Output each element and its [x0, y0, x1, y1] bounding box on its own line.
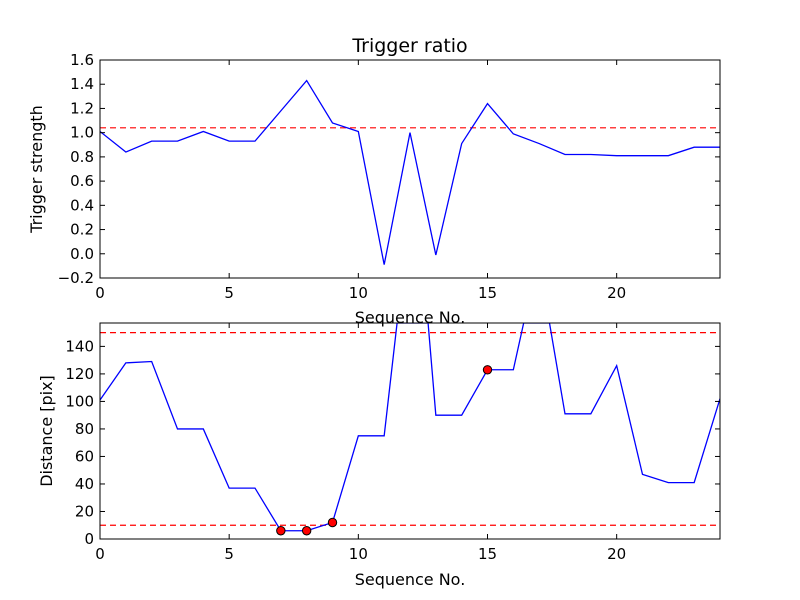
distance-y-label: Distance [pix]	[37, 375, 56, 487]
top-y-tick-label: 1.4	[70, 75, 94, 93]
bottom-x-tick-label: 15	[478, 545, 497, 563]
top-x-tick-label: 0	[95, 284, 105, 302]
trigger-ratio-title: Trigger ratio	[351, 35, 467, 57]
top-axes-frame	[99, 59, 721, 279]
bottom-y-tick-label: 20	[75, 502, 94, 520]
bottom-plot-area	[100, 323, 720, 532]
bottom-x-tick-label: 0	[95, 545, 105, 563]
bottom-y-tick-label: 0	[84, 530, 94, 548]
bottom-y-tick-label: 140	[65, 337, 94, 355]
trigger-strength-y-label: Trigger strength	[27, 105, 46, 234]
bottom-marker-point-3	[482, 365, 493, 375]
top-x-tick-label: 20	[607, 284, 626, 302]
top-y-tick-label: 0.4	[70, 196, 94, 214]
bottom-y-tick-label: 80	[75, 420, 94, 438]
top-y-tick-label: 0.2	[70, 221, 94, 239]
top-series-line-0	[100, 79, 720, 265]
distance-chart: Distance [pix] Sequence No. 0 5 10 15 20 0 20 4…	[37, 322, 721, 589]
top-x-tick-label: 15	[478, 284, 497, 302]
trigger-ratio-chart: Trigger ratio Trigger strength Sequence …	[27, 35, 721, 327]
top-y-tick-label: 0.8	[70, 148, 94, 166]
top-y-tick-label: −0.2	[58, 269, 94, 287]
top-y-tick-label: 1.0	[70, 124, 94, 142]
bottom-marker-point-0	[276, 526, 286, 536]
top-y-tick-label: 0.0	[70, 245, 94, 263]
bottom-x-tick-label: 20	[607, 545, 626, 563]
top-y-tick-label: 1.2	[70, 99, 94, 117]
top-x-tick-label: 10	[349, 284, 368, 302]
bottom-y-tick-label: 40	[75, 475, 94, 493]
top-y-tick-label: 1.6	[70, 51, 94, 69]
top-x-axis-label: Sequence No.	[355, 308, 466, 327]
bottom-y-tick-label: 120	[65, 365, 94, 383]
bottom-marker-point-1	[301, 526, 312, 536]
bottom-y-tick-label: 100	[65, 392, 94, 410]
bottom-series-line-0	[100, 323, 720, 532]
bottom-x-tick-label: 10	[349, 545, 368, 563]
top-plot-area	[100, 79, 720, 265]
top-x-tick-label: 5	[224, 284, 234, 302]
bottom-marker-point-2	[327, 517, 338, 528]
bottom-x-axis-label: Sequence No.	[355, 570, 466, 589]
bottom-x-tick-label: 5	[224, 545, 234, 563]
bottom-axes-frame	[99, 322, 721, 540]
bottom-y-tick-label: 60	[75, 447, 94, 465]
top-y-tick-label: 0.6	[70, 172, 94, 190]
